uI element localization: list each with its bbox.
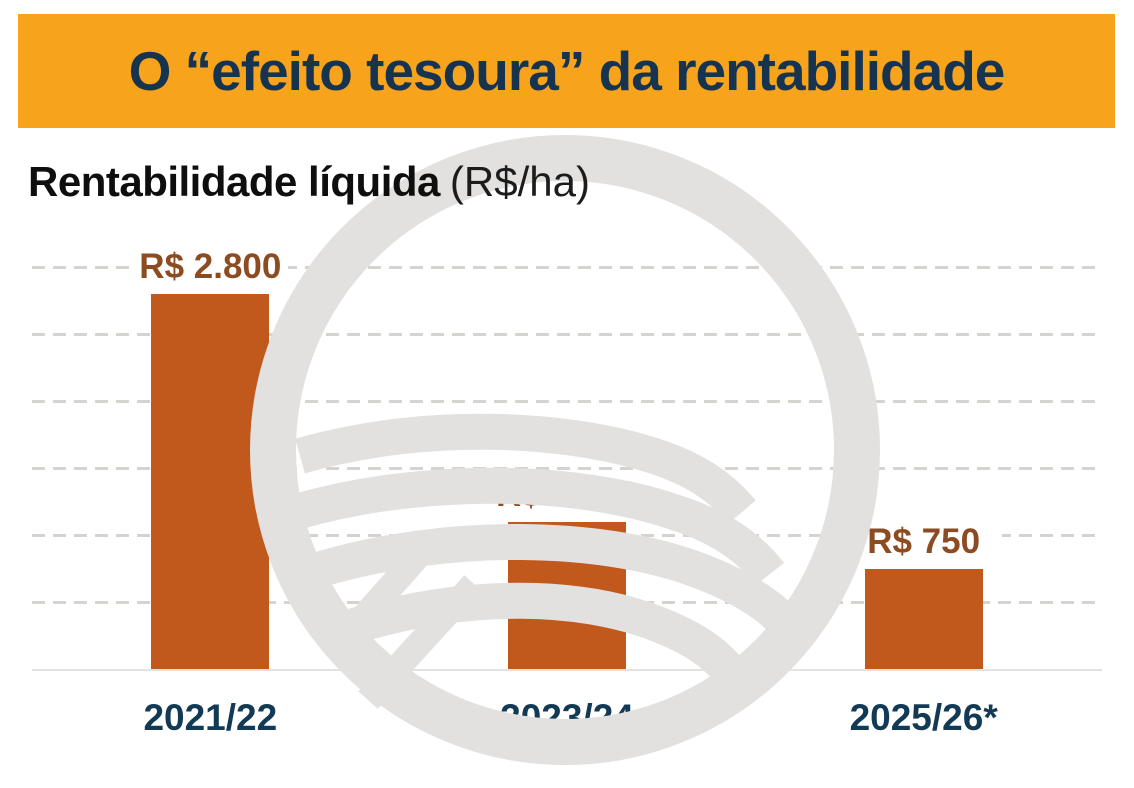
bar: [864, 568, 983, 669]
header-banner: O “efeito tesoura” da rentabilidade: [18, 14, 1115, 128]
category-label: 2023/24: [500, 697, 634, 738]
bar-value-label: R$ 750: [845, 521, 1002, 562]
category-label: 2025/26*: [849, 697, 998, 738]
bar: [151, 293, 270, 669]
category-label: 2021/22: [143, 697, 278, 738]
chart-title: Rentabilidade líquida (R$/ha): [28, 158, 590, 206]
bar: [508, 521, 626, 669]
chart-title-unit: (R$/ha): [449, 158, 590, 205]
x-axis-line: [32, 669, 1102, 671]
bar-value-label: R$ 2.800: [132, 246, 289, 287]
bar-value-label: R$ 1.100: [495, 474, 639, 514]
chart-title-main: Rentabilidade líquida: [28, 158, 440, 205]
page-title: O “efeito tesoura” da rentabilidade: [128, 40, 1006, 102]
